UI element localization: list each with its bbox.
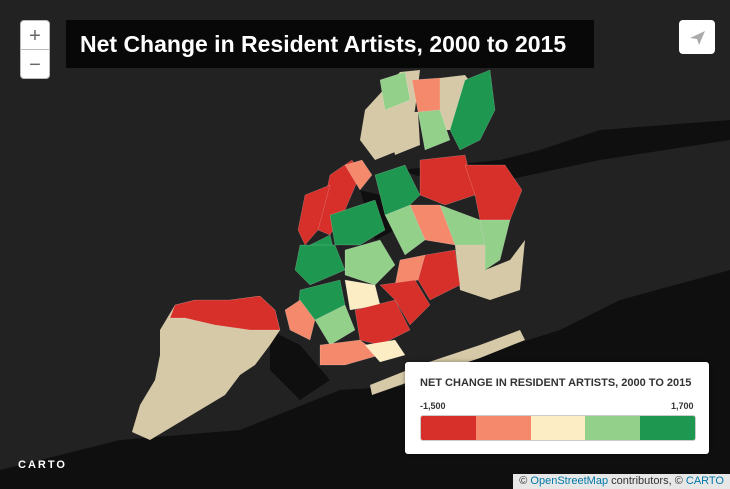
zoom-out-button[interactable]: − <box>20 49 50 79</box>
district[interactable] <box>284 299 316 341</box>
district[interactable] <box>385 110 420 155</box>
district[interactable] <box>419 154 476 206</box>
share-button[interactable] <box>679 20 715 54</box>
district[interactable] <box>374 164 421 216</box>
queens <box>374 154 525 301</box>
district[interactable] <box>297 184 331 246</box>
attribution: © OpenStreetMap contributors, © CARTO <box>513 474 730 489</box>
district[interactable] <box>379 71 411 111</box>
district[interactable] <box>479 219 511 271</box>
district[interactable] <box>319 339 381 366</box>
legend-max-label: 1,700 <box>671 401 694 411</box>
legend-min-label: -1,500 <box>420 401 446 411</box>
legend: NET CHANGE IN RESIDENT ARTISTS, 2000 TO … <box>405 362 709 454</box>
district[interactable] <box>455 240 525 300</box>
district[interactable] <box>294 244 346 286</box>
zoom-in-button[interactable]: + <box>20 20 50 50</box>
district[interactable] <box>379 279 431 326</box>
attribution-middle: contributors, © <box>611 475 683 487</box>
legend-swatch <box>640 416 695 440</box>
district[interactable] <box>132 296 280 440</box>
district[interactable] <box>314 304 356 346</box>
legend-title: NET CHANGE IN RESIDENT ARTISTS, 2000 TO … <box>420 377 692 389</box>
osm-link[interactable]: OpenStreetMap <box>530 475 609 487</box>
district[interactable] <box>394 254 426 286</box>
district[interactable] <box>329 199 386 246</box>
brooklyn <box>284 199 431 366</box>
carto-logo: CARTO <box>18 459 67 471</box>
district[interactable] <box>344 239 396 286</box>
legend-swatch <box>530 416 586 440</box>
share-icon <box>690 31 705 45</box>
bronx <box>360 69 496 160</box>
map-title: Net Change in Resident Artists, 2000 to … <box>66 20 594 68</box>
district[interactable] <box>417 109 451 151</box>
legend-swatch <box>421 416 476 440</box>
district[interactable] <box>354 299 411 346</box>
district[interactable] <box>449 69 496 151</box>
legend-swatches <box>420 415 696 441</box>
carto-link[interactable]: CARTO <box>685 475 724 487</box>
district[interactable] <box>364 339 406 363</box>
legend-swatch <box>585 416 641 440</box>
district[interactable] <box>344 159 373 191</box>
district[interactable] <box>169 295 281 331</box>
legend-swatch <box>475 416 531 440</box>
staten-island <box>132 295 281 440</box>
attribution-prefix: © <box>519 475 528 487</box>
